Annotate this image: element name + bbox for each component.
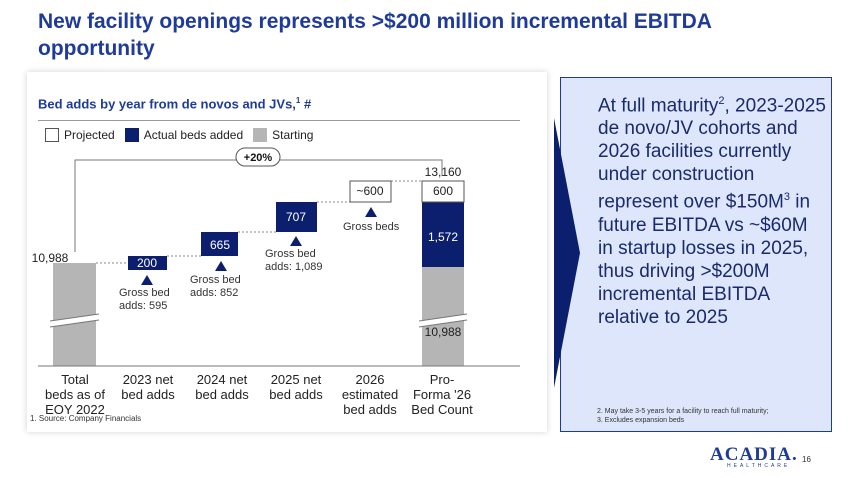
value-label-pro-forma-total: 13,160 — [425, 165, 462, 179]
value-label-pro-forma-starting: 10,988 — [425, 325, 462, 339]
bar-starting-eoy-2022 — [53, 263, 96, 366]
legend-label-starting: Starting — [272, 128, 314, 142]
acadia-logo-subtitle: HEALTHCARE — [727, 463, 791, 469]
waterfall-chart: +20% 10,988 200 665 707 ~600 13,160 600 … — [32, 147, 520, 367]
gross-label-2023-l1: Gross bed — [119, 287, 170, 299]
growth-badge-label: +20% — [244, 152, 273, 164]
gross-marker-2025 — [290, 236, 302, 246]
callout-note-2: 2. May take 3-5 years for a facility to … — [597, 408, 769, 415]
axis-break-right — [418, 313, 468, 328]
chart-subtitle-suffix: # — [300, 96, 312, 112]
callout-footnote-ref-2: 2 — [718, 95, 725, 107]
value-label-2026: ~600 — [356, 184, 383, 198]
category-label-2023: 2023 net bed adds — [121, 372, 175, 402]
legend-item-starting: Starting — [253, 128, 313, 142]
callout-text-part2: , 2023-2025 de novo/JV cohorts and 2026 … — [598, 95, 826, 213]
chart-subtitle-text: Bed adds by year from de novos and JVs, — [38, 96, 296, 112]
axis-break-left — [49, 313, 100, 328]
legend-item-actual: Actual beds added — [124, 128, 244, 142]
gross-label-2023-l2: adds: 595 — [119, 300, 167, 312]
growth-bracket: +20% — [74, 147, 443, 252]
acadia-logo: ACADIA. — [710, 444, 798, 465]
bar-pro-forma-actual — [422, 202, 464, 267]
category-label-2026: 2026 estimated bed adds — [341, 372, 399, 417]
gross-marker-2023 — [141, 275, 153, 285]
legend-label-actual: Actual beds added — [143, 128, 244, 142]
value-label-2025: 707 — [286, 210, 306, 224]
gross-marker-2026 — [365, 207, 377, 217]
category-label-eoy-2022: Total beds as of EOY 2022 — [45, 372, 105, 417]
gross-label-2023: Gross bed adds: 595 — [119, 287, 173, 312]
gross-label-2024-l1: Gross bed — [190, 274, 241, 286]
bar-2025-net-adds — [276, 202, 317, 232]
value-label-2024: 665 — [210, 238, 230, 252]
gross-label-2025-l1: Gross bed — [265, 248, 316, 260]
legend-swatch-starting — [253, 128, 268, 142]
bar-2024-net-adds — [201, 232, 238, 256]
callout-note-3: 3. Excludes expansion beds — [597, 417, 685, 424]
gross-label-2026: Gross beds — [343, 221, 400, 233]
callout-text-part3: in future EBITDA vs ~$60M in startup los… — [598, 191, 811, 328]
chevron-right-icon — [554, 118, 580, 388]
value-label-pro-forma-actual: 1,572 — [428, 230, 458, 244]
bar-2026-estimated-adds — [349, 180, 392, 203]
chart-footnote: 1. Source: Company Financials — [30, 414, 142, 423]
bar-pro-forma-projected — [421, 180, 465, 203]
page-number: 16 — [802, 455, 811, 464]
gross-label-2025-l2: adds: 1,089 — [265, 261, 323, 273]
chart-subtitle: Bed adds by year from de novos and JVs,1… — [38, 96, 311, 111]
chart-legend: Projected Actual beds added Starting — [45, 127, 323, 143]
category-label-2025: 2025 net bed adds — [269, 372, 323, 402]
callout-text: At full maturity2, 2023-2025 de novo/JV … — [598, 90, 826, 329]
value-label-2023: 200 — [137, 256, 157, 270]
category-label-2024: 2024 net bed adds — [195, 372, 249, 402]
gross-label-2025: Gross bed adds: 1,089 — [265, 248, 323, 273]
legend-swatch-actual — [124, 128, 139, 142]
slide-title: New facility openings represents >$200 m… — [38, 10, 712, 60]
value-label-starting: 10,988 — [32, 251, 69, 265]
legend-label-projected: Projected — [64, 128, 115, 142]
category-label-pro-forma: Pro- Forma '26 Bed Count — [411, 372, 473, 417]
bar-2023-net-adds — [128, 256, 167, 270]
growth-bracket-line — [74, 159, 443, 252]
connector-lines — [96, 180, 422, 264]
callout-box — [560, 77, 832, 432]
subtitle-divider — [38, 120, 520, 121]
value-label-pro-forma-projected: 600 — [433, 184, 453, 198]
gross-marker-2024 — [215, 261, 227, 271]
legend-swatch-projected — [45, 128, 59, 142]
growth-badge-box — [235, 147, 281, 167]
legend-item-projected: Projected — [45, 128, 115, 142]
chart-subtitle-footnote-ref: 1 — [295, 96, 301, 105]
gross-label-2024-l2: adds: 852 — [190, 287, 238, 299]
gross-label-2024: Gross bed adds: 852 — [190, 274, 244, 299]
callout-footnotes: 2. May take 3-5 years for a facility to … — [597, 407, 827, 425]
callout-footnote-ref-3: 3 — [783, 191, 791, 204]
callout-text-part1: At full maturity — [598, 95, 719, 117]
